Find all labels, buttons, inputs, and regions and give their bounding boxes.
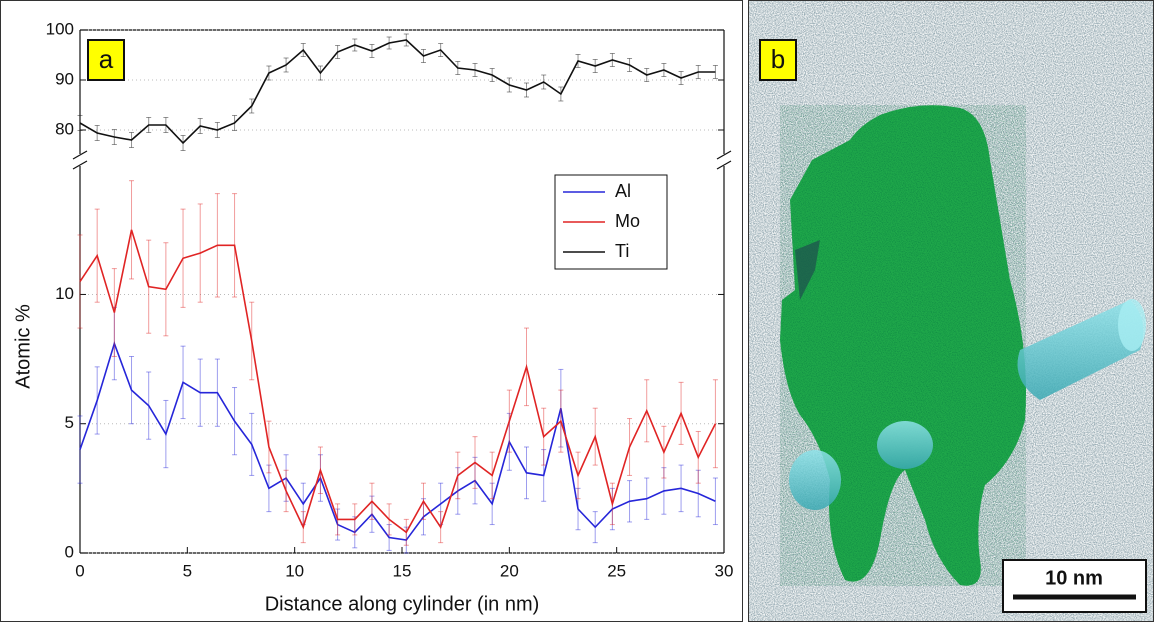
axis-break bbox=[72, 150, 88, 160]
x-axis-title: Distance along cylinder (in nm) bbox=[265, 593, 540, 615]
y-tick-label: 100 bbox=[46, 19, 74, 38]
y-tick-label: 80 bbox=[55, 119, 74, 138]
x-tick-label: 25 bbox=[607, 561, 626, 580]
x-tick-label: 0 bbox=[75, 561, 84, 580]
series-line bbox=[79, 39, 716, 145]
x-tick-label: 30 bbox=[715, 561, 734, 580]
x-tick-label: 20 bbox=[500, 561, 519, 580]
cylinder bbox=[789, 450, 841, 510]
panel-label-box bbox=[759, 39, 797, 81]
precipitate-texture bbox=[780, 105, 1026, 586]
axis-break bbox=[716, 160, 732, 170]
cylinder bbox=[1017, 300, 1144, 400]
panel-b-image bbox=[749, 1, 1153, 621]
x-tick-label: 15 bbox=[393, 561, 412, 580]
x-tick-label: 5 bbox=[183, 561, 192, 580]
y-tick-label: 90 bbox=[55, 69, 74, 88]
y-tick-label: 0 bbox=[65, 542, 74, 561]
shadow bbox=[795, 240, 820, 300]
cylinder-end bbox=[1118, 299, 1146, 351]
y-tick-label: 10 bbox=[55, 284, 74, 303]
legend-label: Al bbox=[615, 181, 631, 201]
y-tick-label: 5 bbox=[65, 413, 74, 432]
y-axis-title: Atomic % bbox=[12, 304, 34, 389]
panel-label: a bbox=[99, 44, 114, 74]
axis-break bbox=[72, 160, 88, 170]
panel-label-box bbox=[87, 39, 125, 81]
series-line bbox=[79, 229, 717, 534]
legend-label: Mo bbox=[615, 211, 640, 231]
series-line bbox=[79, 341, 716, 541]
panel-a-frame bbox=[0, 0, 743, 622]
axis-break bbox=[716, 150, 732, 160]
legend-label: Ti bbox=[615, 241, 629, 261]
scale-bar-box bbox=[1002, 559, 1147, 613]
x-tick-label: 10 bbox=[285, 561, 304, 580]
cylinder bbox=[877, 421, 933, 469]
panel-label: b bbox=[771, 44, 785, 74]
plot-area: 0 5 10 80 90 100 0 5 10 15 20 25 30 Distance along cy… bbox=[12, 19, 733, 615]
scale-bar-label: 10 nm bbox=[1045, 567, 1103, 589]
